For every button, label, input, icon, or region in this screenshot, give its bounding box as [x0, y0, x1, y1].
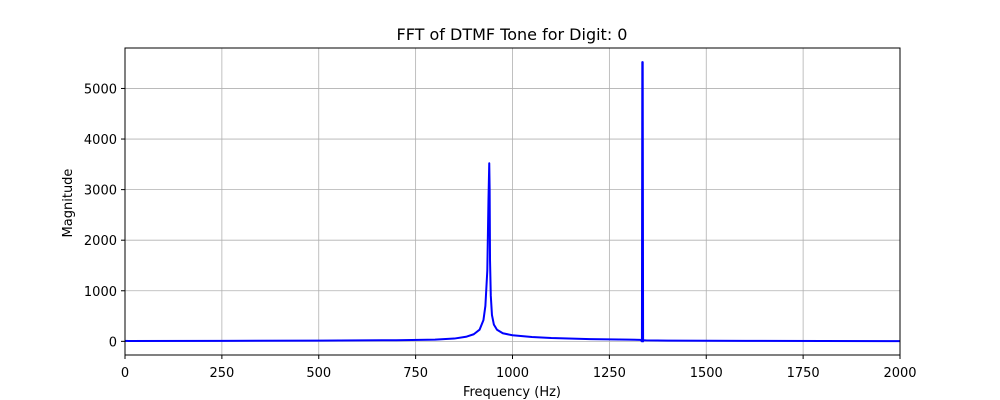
- y-tick-label: 5000: [84, 82, 117, 97]
- x-axis-ticks: 0 250 500 750 1000 1250 1500 1750 2000: [121, 355, 917, 381]
- y-tick-label: 0: [109, 335, 117, 350]
- grid: [124, 48, 901, 355]
- y-tick-label: 4000: [84, 133, 117, 148]
- x-tick-label: 1500: [690, 366, 723, 381]
- series-layer: [124, 61, 901, 343]
- x-tick-label: 1000: [496, 366, 529, 381]
- x-tick-label: 0: [121, 366, 129, 381]
- x-axis-label: Frequency (Hz): [463, 385, 561, 400]
- y-axis-label: Magnitude: [61, 169, 76, 238]
- series-line: [124, 61, 901, 343]
- x-tick-label: 750: [403, 366, 428, 381]
- y-tick-label: 3000: [84, 184, 117, 199]
- y-axis-ticks: 0 1000 2000 3000 4000 5000: [84, 82, 125, 350]
- chart-title: FFT of DTMF Tone for Digit: 0: [397, 25, 628, 44]
- x-tick-label: 250: [209, 366, 234, 381]
- y-tick-label: 2000: [84, 234, 117, 249]
- x-tick-label: 2000: [883, 366, 916, 381]
- x-tick-label: 1250: [593, 366, 626, 381]
- y-tick-label: 1000: [84, 285, 117, 300]
- x-tick-label: 1750: [787, 366, 820, 381]
- x-tick-label: 500: [306, 366, 331, 381]
